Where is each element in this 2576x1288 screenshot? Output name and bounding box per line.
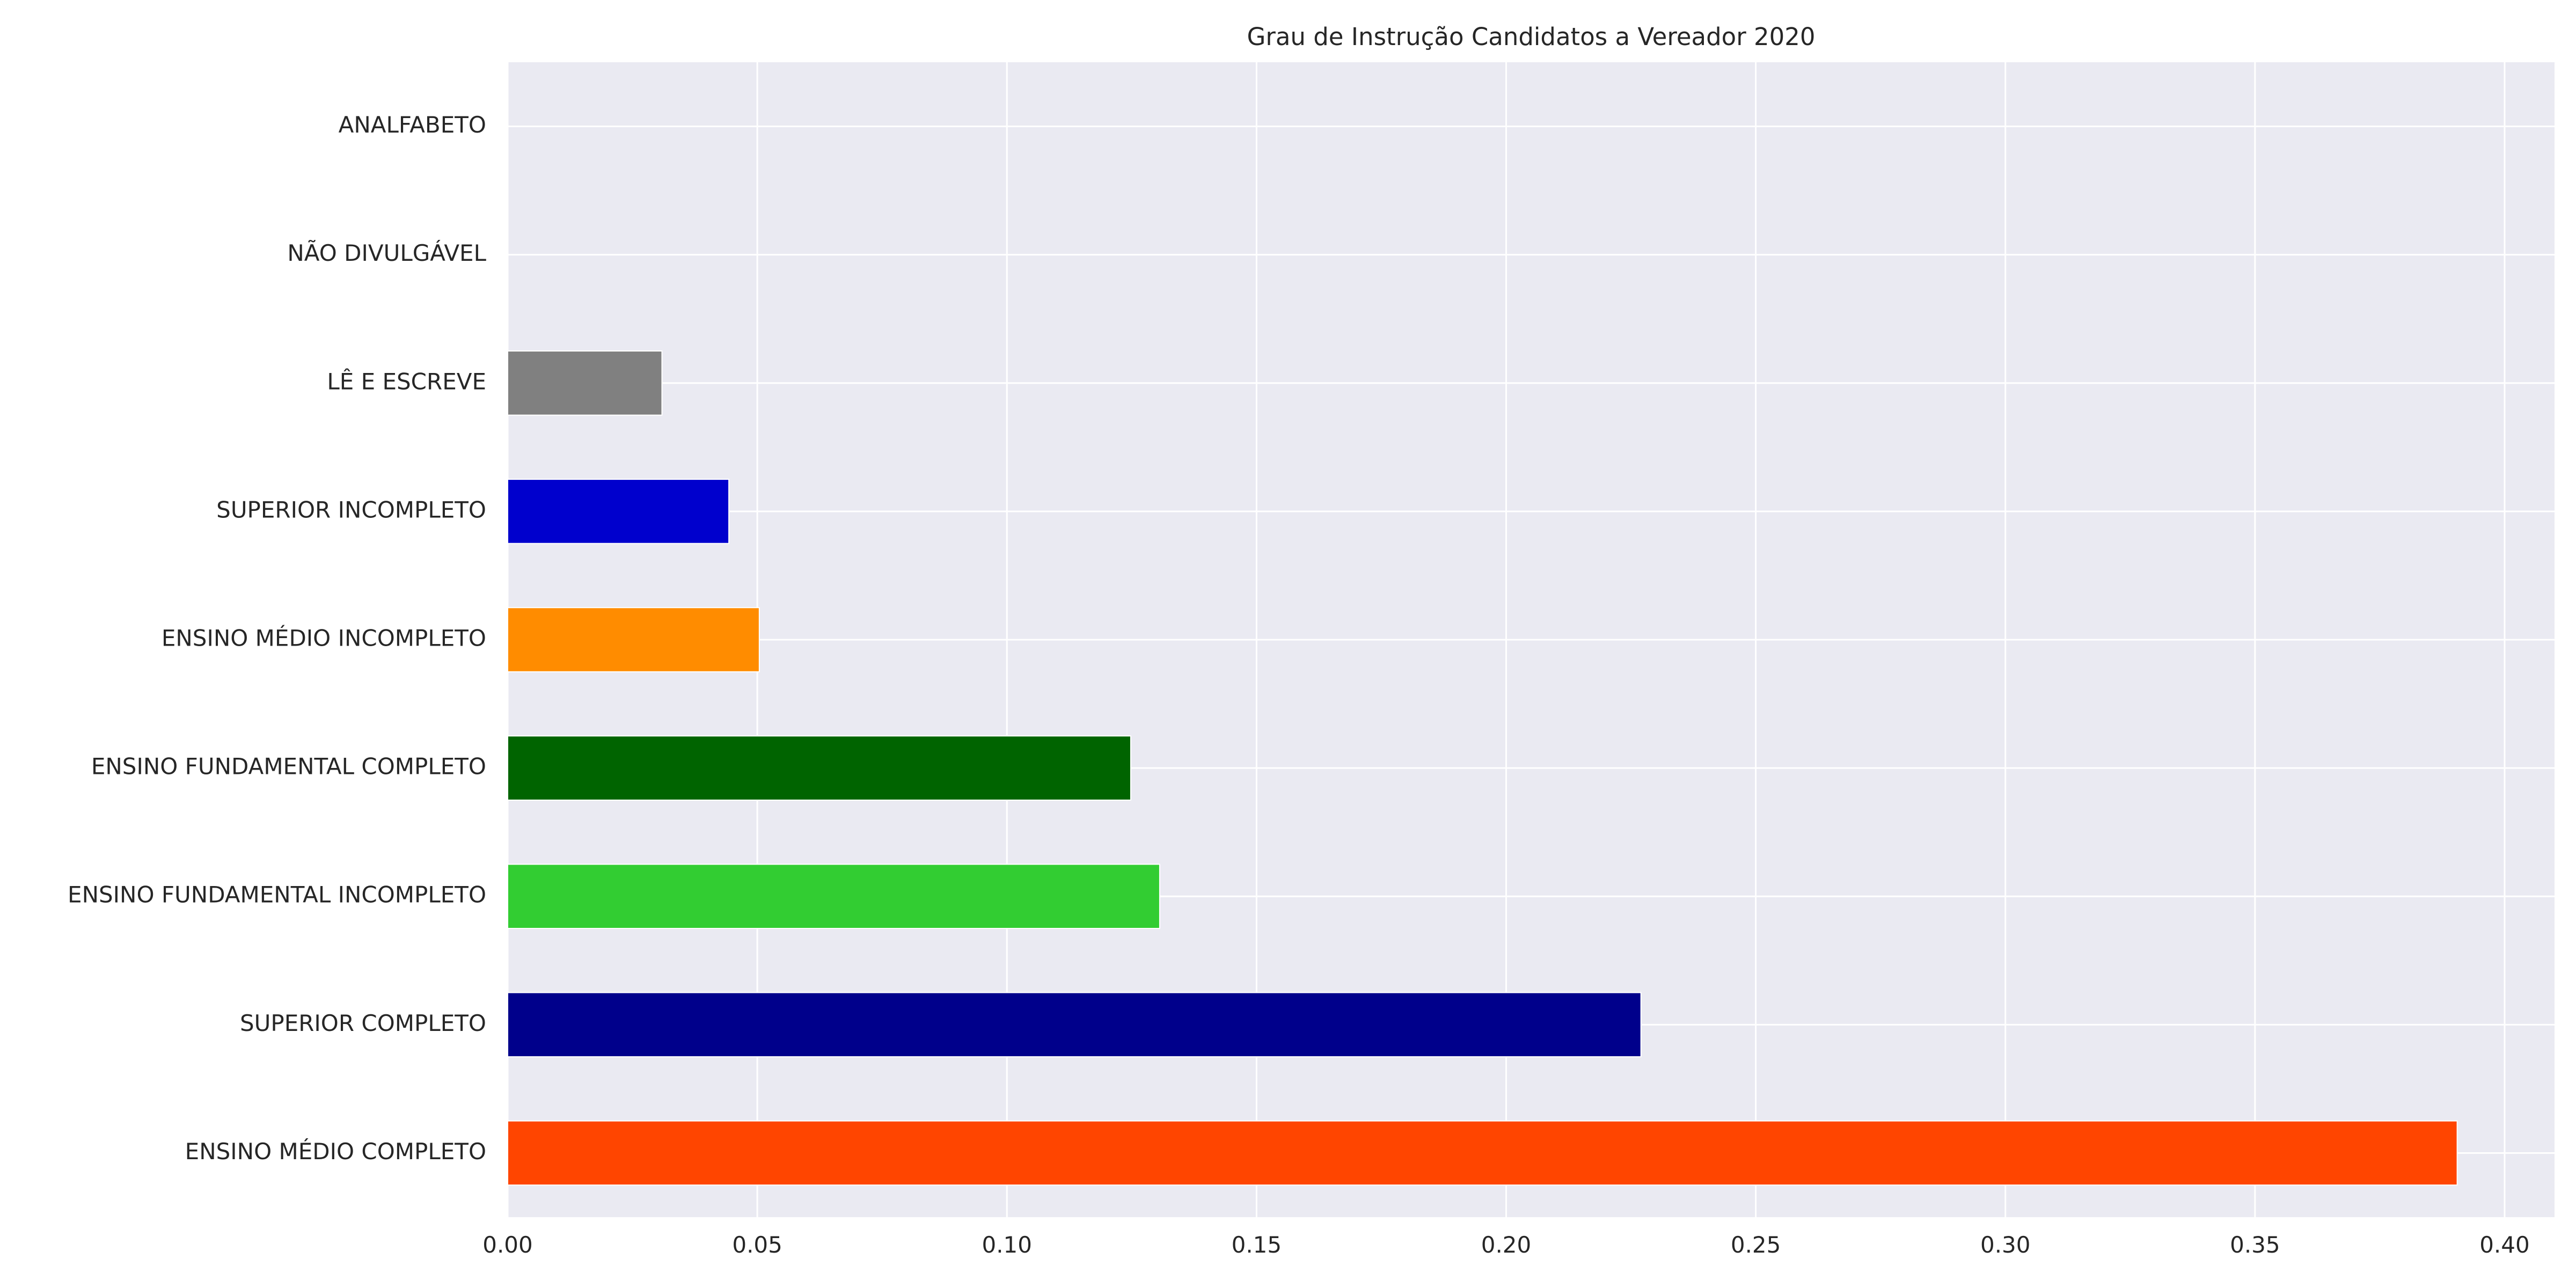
x-tick-label: 0.25 [1731, 1232, 1781, 1258]
bar [507, 607, 760, 672]
x-tick-label: 0.00 [482, 1232, 533, 1258]
x-tick-label: 0.05 [732, 1232, 782, 1258]
bars [507, 350, 2458, 1186]
y-tick-label: SUPERIOR COMPLETO [240, 1010, 486, 1036]
x-tick-label: 0.15 [1232, 1232, 1282, 1258]
y-tick-label: LÊ E ESCREVE [327, 368, 486, 394]
y-tick-label: ENSINO FUNDAMENTAL INCOMPLETO [68, 882, 486, 908]
y-tick-label: SUPERIOR INCOMPLETO [216, 496, 486, 523]
x-tick-label: 0.20 [1481, 1232, 1532, 1258]
x-tick-label: 0.10 [982, 1232, 1032, 1258]
bar [507, 863, 1160, 930]
x-tick-label: 0.35 [2230, 1232, 2280, 1258]
x-tick-label: 0.30 [1980, 1232, 2031, 1258]
bar [507, 1120, 2458, 1186]
bar [507, 735, 1131, 801]
x-axis-tick-labels: 0.00 0.05 0.10 0.15 0.20 0.25 0.30 0.35 0.40 [482, 1232, 2529, 1258]
bar [507, 992, 1642, 1058]
y-tick-label: ENSINO MÉDIO INCOMPLETO [162, 625, 486, 652]
x-tick-label: 0.40 [2479, 1232, 2530, 1258]
y-tick-label: ENSINO MÉDIO COMPLETO [185, 1138, 486, 1165]
y-axis-tick-labels: ENSINO MÉDIO COMPLETO SUPERIOR COMPLETO EN… [68, 112, 487, 1165]
y-tick-label: ANALFABETO [339, 112, 486, 138]
chart-title: Grau de Instrução Candidatos a Vereador … [1247, 23, 1815, 51]
bar [507, 479, 730, 544]
y-tick-label: ENSINO FUNDAMENTAL COMPLETO [91, 753, 486, 780]
bar [507, 350, 663, 416]
y-tick-label: NÃO DIVULGÁVEL [287, 239, 486, 266]
